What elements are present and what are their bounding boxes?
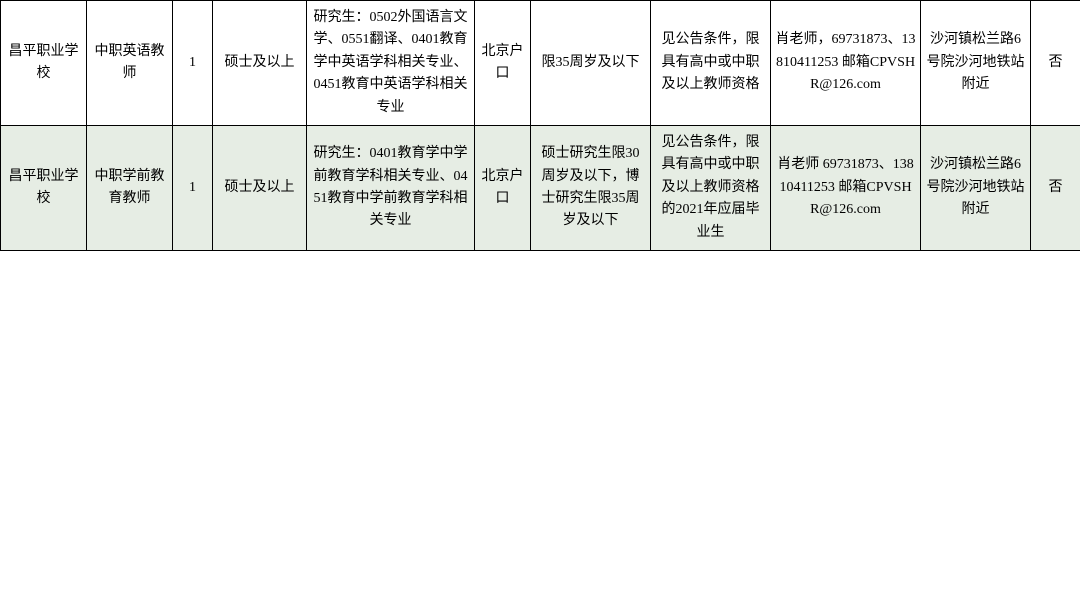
cell-major: 研究生：0502外国语言文学、0551翻译、0401教育学中英语学科相关专业、0… — [307, 1, 475, 126]
cell-contact: 肖老师 69731873、13810411253 邮箱CPVSHR@126.co… — [771, 125, 921, 250]
cell-school: 昌平职业学校 — [1, 125, 87, 250]
cell-requirement: 见公告条件，限具有高中或中职及以上教师资格 — [651, 1, 771, 126]
cell-age: 硕士研究生限30周岁及以下，博士研究生限35周岁及以下 — [531, 125, 651, 250]
cell-contact: 肖老师，69731873、13810411253 邮箱CPVSHR@126.co… — [771, 1, 921, 126]
cell-requirement: 见公告条件，限具有高中或中职及以上教师资格的2021年应届毕业生 — [651, 125, 771, 250]
cell-degree: 硕士及以上 — [213, 1, 307, 126]
cell-count: 1 — [173, 125, 213, 250]
table-row: 昌平职业学校 中职学前教育教师 1 硕士及以上 研究生：0401教育学中学前教育… — [1, 125, 1080, 250]
cell-position: 中职英语教师 — [87, 1, 173, 126]
cell-hukou: 北京户口 — [475, 125, 531, 250]
cell-flag: 否 — [1031, 125, 1080, 250]
cell-flag: 否 — [1031, 1, 1080, 126]
cell-school: 昌平职业学校 — [1, 1, 87, 126]
cell-major: 研究生：0401教育学中学前教育学科相关专业、0451教育中学前教育学科相关专业 — [307, 125, 475, 250]
recruitment-table: 昌平职业学校 中职英语教师 1 硕士及以上 研究生：0502外国语言文学、055… — [0, 0, 1080, 251]
table-row: 昌平职业学校 中职英语教师 1 硕士及以上 研究生：0502外国语言文学、055… — [1, 1, 1080, 126]
cell-position: 中职学前教育教师 — [87, 125, 173, 250]
cell-address: 沙河镇松兰路6号院沙河地铁站附近 — [921, 1, 1031, 126]
table-body: 昌平职业学校 中职英语教师 1 硕士及以上 研究生：0502外国语言文学、055… — [1, 1, 1080, 251]
cell-degree: 硕士及以上 — [213, 125, 307, 250]
cell-age: 限35周岁及以下 — [531, 1, 651, 126]
cell-count: 1 — [173, 1, 213, 126]
cell-hukou: 北京户口 — [475, 1, 531, 126]
cell-address: 沙河镇松兰路6号院沙河地铁站附近 — [921, 125, 1031, 250]
